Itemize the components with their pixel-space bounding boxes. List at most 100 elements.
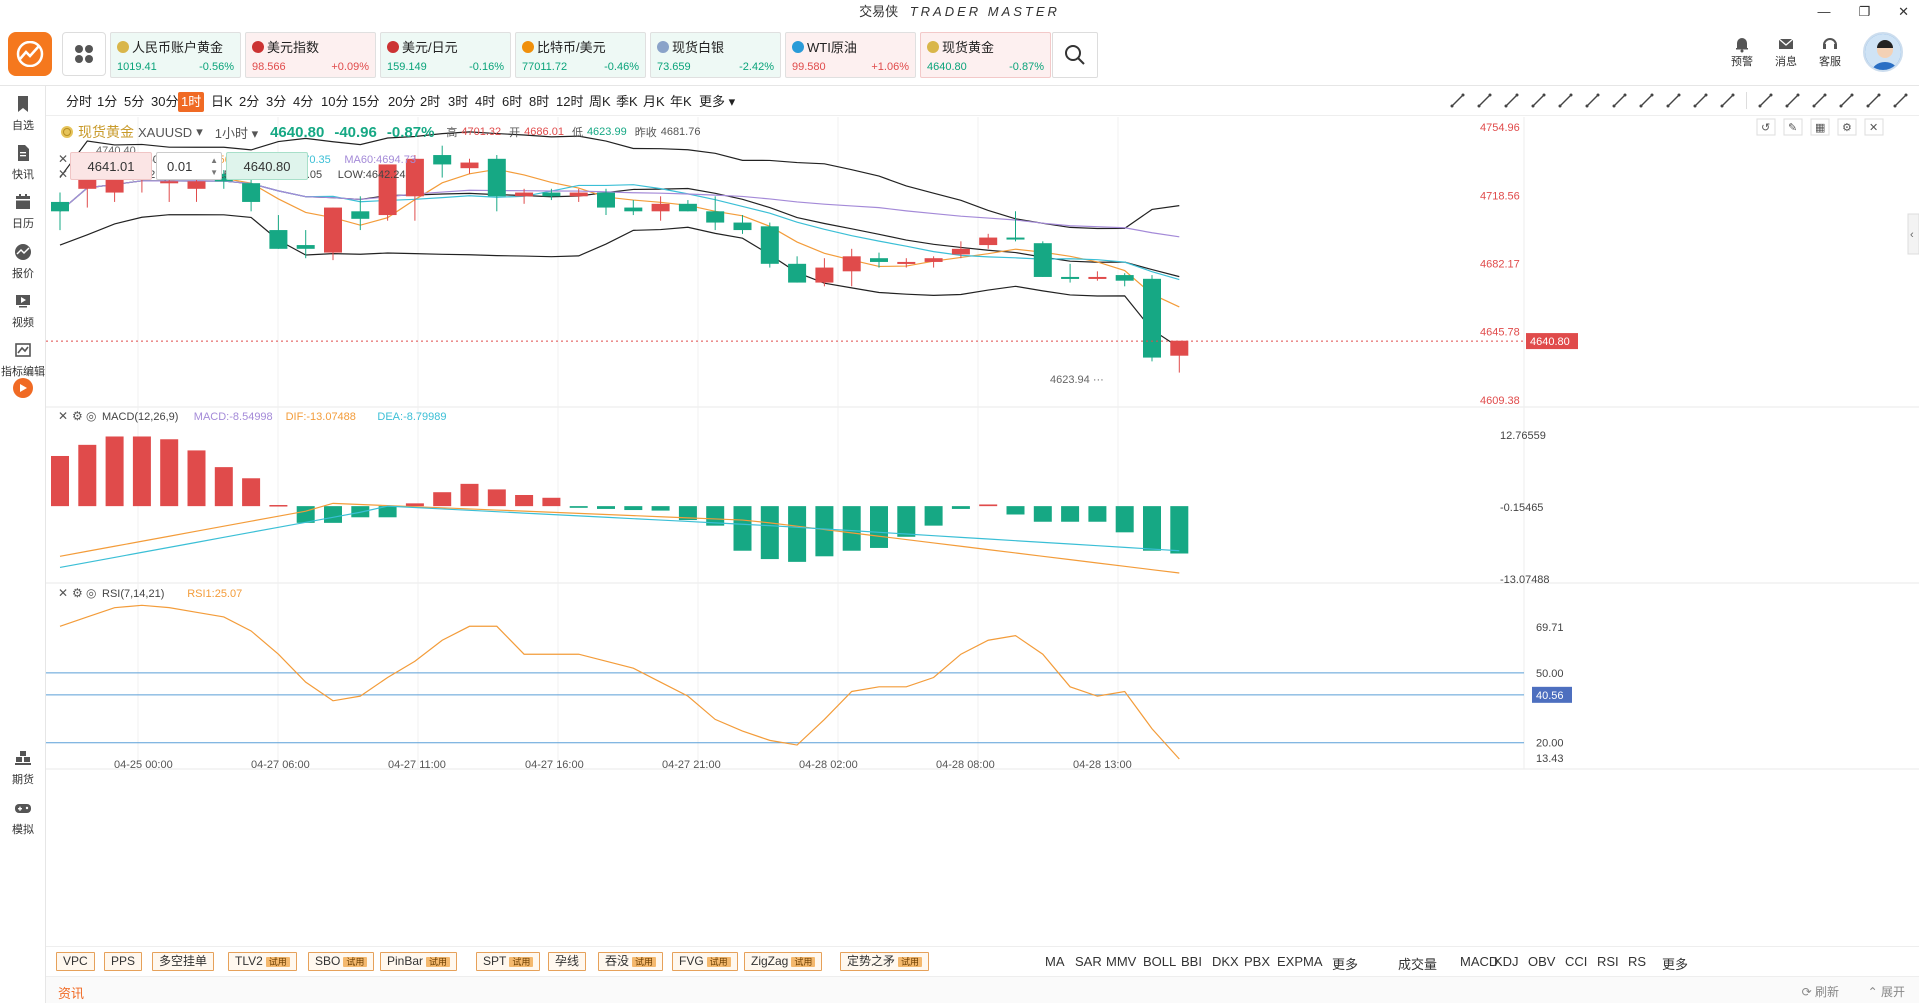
edit-icon[interactable]: ✎: [1788, 122, 1797, 134]
timeframe-tab[interactable]: 2分: [239, 94, 260, 109]
sidebar-item-document[interactable]: 快讯: [0, 143, 46, 182]
timeframe-tab[interactable]: 日K: [211, 94, 233, 109]
timeframe-tab[interactable]: 更多 ▾: [699, 94, 736, 109]
timeframe-tab[interactable]: 年K: [670, 94, 692, 109]
indicator-tool[interactable]: 孕线: [548, 952, 587, 971]
close-indicator-icon[interactable]: ✕: [58, 409, 68, 423]
search-button[interactable]: [1052, 32, 1098, 78]
sub-indicator-tab[interactable]: RSI: [1597, 954, 1619, 969]
timeframe-tab[interactable]: 月K: [643, 94, 665, 109]
sub-indicator-tab[interactable]: 成交量: [1398, 957, 1438, 972]
sub-indicator-tab[interactable]: OBV: [1528, 954, 1556, 969]
lock-icon[interactable]: [1838, 92, 1855, 109]
indicator-tool[interactable]: SPT 试用: [476, 952, 541, 971]
news-tab[interactable]: 资讯: [58, 986, 85, 1001]
ticker-card[interactable]: 比特币/美元 77011.72 -0.46%: [515, 32, 646, 78]
timeframe-tab[interactable]: 分时: [66, 94, 93, 109]
timeframe-tab[interactable]: 15分: [352, 94, 380, 109]
reset-icon[interactable]: ↺: [1761, 122, 1770, 134]
image-icon[interactable]: [1665, 92, 1682, 109]
stepper-up-icon[interactable]: ▲: [210, 156, 218, 165]
indicator-tool[interactable]: SBO 试用: [308, 952, 375, 971]
sidebar-item-gamepad[interactable]: 模拟: [0, 798, 46, 837]
message-button[interactable]: 消息: [1775, 35, 1797, 69]
side-panel-toggle[interactable]: [1907, 213, 1919, 255]
chart-close-icon[interactable]: [1864, 118, 1884, 136]
timeframe-tab[interactable]: 2时: [420, 94, 441, 109]
edit-icon[interactable]: [1757, 92, 1774, 109]
horizontal-line-icon[interactable]: [1503, 92, 1520, 109]
close-indicator-icon[interactable]: ✕: [58, 167, 68, 181]
indicator-tool[interactable]: PinBar 试用: [380, 952, 458, 971]
visibility-indicator-icon[interactable]: ◎: [86, 409, 96, 423]
sidebar-item-bookmark[interactable]: 自选: [0, 94, 46, 133]
indicator-tool[interactable]: 多空挂单: [152, 952, 215, 971]
refresh-button[interactable]: ⟳ 刷新: [1802, 983, 1839, 1000]
lot-size-stepper[interactable]: 0.01 ▲ ▼: [156, 152, 222, 180]
close-indicator-icon[interactable]: ✕: [58, 586, 68, 600]
sidebar-item-chart-edit[interactable]: 指标编辑: [0, 340, 46, 379]
timeframe-tab[interactable]: 3分: [266, 94, 287, 109]
brush-icon[interactable]: [1638, 92, 1655, 109]
magnet-icon[interactable]: [1811, 92, 1828, 109]
ticker-card[interactable]: 美元/日元 159.149 -0.16%: [380, 32, 511, 78]
ray-icon[interactable]: [1476, 92, 1493, 109]
chevron-left-icon[interactable]: ‹: [1910, 229, 1914, 241]
sub-indicator-tab[interactable]: RS: [1628, 954, 1647, 969]
timeframe-tab[interactable]: 5分: [124, 94, 145, 109]
timeframe-tab[interactable]: 10分: [321, 94, 349, 109]
settings-indicator-icon[interactable]: ⚙: [72, 409, 83, 423]
sell-price-button[interactable]: 4641.01: [70, 152, 152, 180]
timeframe-tab[interactable]: 3时: [448, 94, 469, 109]
timeframe-tab[interactable]: 1时: [178, 92, 205, 112]
fibonacci-icon[interactable]: [1584, 92, 1601, 109]
timeframe-tab[interactable]: 8时: [529, 94, 550, 109]
overlay-indicator-tab[interactable]: 更多: [1332, 957, 1359, 972]
indicator-tool[interactable]: PPS: [104, 952, 143, 971]
sub-indicator-tab[interactable]: MACD: [1460, 954, 1499, 969]
ticker-card[interactable]: 美元指数 98.566 +0.09%: [245, 32, 376, 78]
overlay-indicator-tab[interactable]: PBX: [1244, 954, 1271, 969]
timeframe-tab[interactable]: 4分: [293, 94, 314, 109]
eraser-icon[interactable]: [1784, 92, 1801, 109]
sidebar-item-calendar[interactable]: 日历: [0, 192, 46, 231]
sub-indicator-tab[interactable]: KDJ: [1494, 954, 1519, 969]
overlay-indicator-tab[interactable]: BOLL: [1143, 954, 1177, 969]
ticker-card[interactable]: 人民币账户黄金 1019.41 -0.56%: [110, 32, 241, 78]
timeframe-tab[interactable]: 20分: [388, 94, 416, 109]
indicator-tool[interactable]: VPC: [56, 952, 95, 971]
overlay-indicator-tab[interactable]: MA: [1045, 954, 1065, 969]
chart-reset-icon[interactable]: [1756, 118, 1776, 136]
timeframe-tab[interactable]: 30分: [151, 94, 179, 109]
indicator-tool[interactable]: TLV2 试用: [228, 952, 297, 971]
timeframe-tab[interactable]: 周K: [589, 94, 611, 109]
main-chart[interactable]: 4754.96 4718.56 4682.17 4645.78 4609.38 4640.…: [46, 117, 1919, 947]
indicator-tool[interactable]: ZigZag 试用: [744, 952, 823, 971]
overlay-indicator-tab[interactable]: MMV: [1106, 954, 1137, 969]
parallel-line-icon[interactable]: [1557, 92, 1574, 109]
buy-price-button[interactable]: 4640.80: [226, 152, 308, 180]
more-dots-icon[interactable]: [1719, 92, 1736, 109]
alert-button[interactable]: 预警: [1731, 35, 1753, 69]
segment-icon[interactable]: [1530, 92, 1547, 109]
sidebar-item-video[interactable]: 视频: [0, 291, 46, 330]
overlay-indicator-tab[interactable]: EXPMA: [1277, 954, 1323, 969]
indicator-tool[interactable]: 定势之矛 试用: [840, 952, 930, 971]
timeframe-tab[interactable]: 季K: [616, 94, 638, 109]
period-select[interactable]: 1小时 ▾: [214, 125, 259, 141]
chart-layout-icon[interactable]: [1810, 118, 1830, 136]
minimize-icon[interactable]: —: [1817, 4, 1831, 19]
gann-fan-icon[interactable]: [1611, 92, 1628, 109]
eye-icon[interactable]: [1865, 92, 1882, 109]
ticker-card[interactable]: WTI原油 99.580 +1.06%: [785, 32, 916, 78]
chart-edit-icon[interactable]: [1783, 118, 1803, 136]
ticker-card[interactable]: 现货白银 73.659 -2.42%: [650, 32, 781, 78]
restore-icon[interactable]: ❐: [1858, 4, 1871, 19]
sub-indicator-tab[interactable]: CCI: [1565, 954, 1588, 969]
sidebar-item-replay[interactable]: 复盘: [0, 378, 46, 398]
service-button[interactable]: 客服: [1819, 35, 1841, 69]
symbol-name[interactable]: 现货黄金: [78, 124, 134, 140]
sidebar-item-futures[interactable]: 期货: [0, 748, 46, 787]
settings-indicator-icon[interactable]: ⚙: [72, 586, 83, 600]
layout-icon[interactable]: ▦: [1815, 122, 1825, 134]
